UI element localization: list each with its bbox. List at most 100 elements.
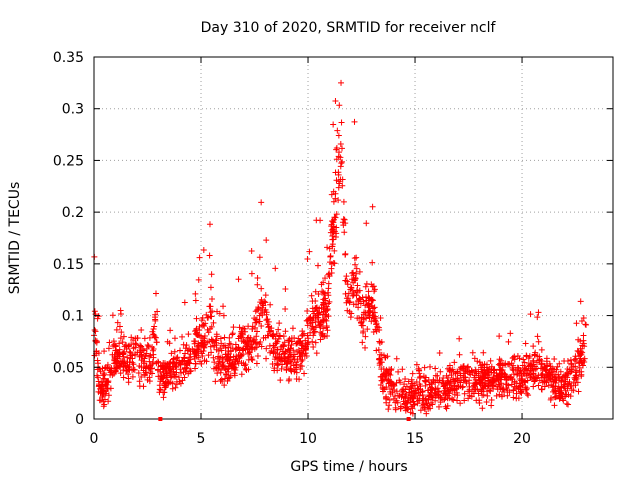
data-point: [171, 335, 178, 342]
data-point: [545, 371, 552, 378]
data-point: [311, 310, 318, 317]
data-point: [472, 366, 479, 373]
data-point: [232, 341, 239, 348]
data-point: [506, 389, 513, 396]
data-point: [160, 365, 167, 372]
data-point: [503, 385, 510, 392]
data-point: [240, 345, 247, 352]
data-point: [547, 363, 554, 370]
data-point: [179, 333, 186, 340]
data-point: [103, 381, 110, 388]
data-point: [309, 323, 316, 330]
data-point: [116, 351, 123, 358]
data-point: [329, 226, 336, 233]
data-point: [521, 379, 528, 386]
data-point: [230, 324, 237, 331]
data-point: [232, 346, 239, 353]
data-point: [117, 370, 124, 377]
data-point: [558, 391, 565, 398]
data-point: [136, 383, 143, 390]
data-point: [152, 311, 159, 318]
data-point: [330, 198, 337, 205]
data-point: [320, 325, 327, 332]
data-point: [280, 333, 287, 340]
data-point: [498, 393, 505, 400]
data-point: [150, 354, 157, 361]
data-point: [183, 361, 190, 368]
data-point: [466, 377, 473, 384]
x-tick-label: 20: [513, 431, 531, 447]
data-point: [207, 313, 214, 320]
data-point: [327, 259, 334, 266]
data-point: [568, 387, 575, 394]
data-point: [430, 394, 437, 401]
data-point: [275, 326, 282, 333]
data-point: [221, 364, 228, 371]
data-point: [146, 378, 153, 385]
data-point: [399, 391, 406, 398]
data-point: [287, 367, 294, 374]
data-point: [219, 361, 226, 368]
data-point: [116, 323, 123, 330]
data-point: [176, 357, 183, 364]
data-point: [511, 356, 518, 363]
data-point: [414, 400, 421, 407]
data-point: [386, 396, 393, 403]
data-point: [363, 280, 370, 287]
data-point: [331, 228, 338, 235]
data-point: [435, 379, 442, 386]
data-point: [525, 392, 532, 399]
data-point: [385, 370, 392, 377]
data-point: [392, 406, 399, 413]
data-point: [324, 244, 331, 251]
data-point: [266, 328, 273, 335]
data-point: [362, 283, 369, 290]
data-point: [469, 369, 476, 376]
data-point: [102, 364, 109, 371]
data-point: [332, 214, 339, 221]
data-point: [122, 342, 129, 349]
data-point: [205, 352, 212, 359]
data-point: [559, 395, 566, 402]
data-point: [130, 366, 137, 373]
data-point: [329, 232, 336, 239]
data-point: [276, 351, 283, 358]
data-point: [475, 374, 482, 381]
data-point: [383, 367, 390, 374]
data-point: [457, 400, 464, 407]
data-point: [580, 332, 587, 339]
data-point: [220, 312, 227, 319]
y-tick-label: 0.25: [53, 153, 84, 169]
data-point: [321, 306, 328, 313]
data-point: [213, 364, 220, 371]
data-point: [104, 385, 111, 392]
data-point: [157, 368, 164, 375]
data-point: [344, 307, 351, 314]
data-point: [368, 281, 375, 288]
data-point: [369, 312, 376, 319]
data-point: [226, 357, 233, 364]
data-point: [473, 397, 480, 404]
data-point: [255, 318, 262, 325]
data-point: [209, 308, 216, 315]
data-point: [226, 334, 233, 341]
data-point: [530, 383, 537, 390]
data-point: [487, 357, 494, 364]
data-point: [380, 352, 387, 359]
data-point: [171, 373, 178, 380]
data-point: [101, 348, 108, 355]
data-point: [397, 379, 404, 386]
data-point: [409, 405, 416, 412]
data-point: [528, 362, 535, 369]
data-point: [541, 383, 548, 390]
data-point: [233, 345, 240, 352]
data-point: [535, 338, 542, 345]
data-point: [511, 378, 518, 385]
data-point: [575, 336, 582, 343]
data-point: [356, 268, 363, 275]
data-point: [407, 384, 414, 391]
data-point: [310, 329, 317, 336]
data-point: [553, 393, 560, 400]
data-point: [198, 339, 205, 346]
data-point: [266, 342, 273, 349]
